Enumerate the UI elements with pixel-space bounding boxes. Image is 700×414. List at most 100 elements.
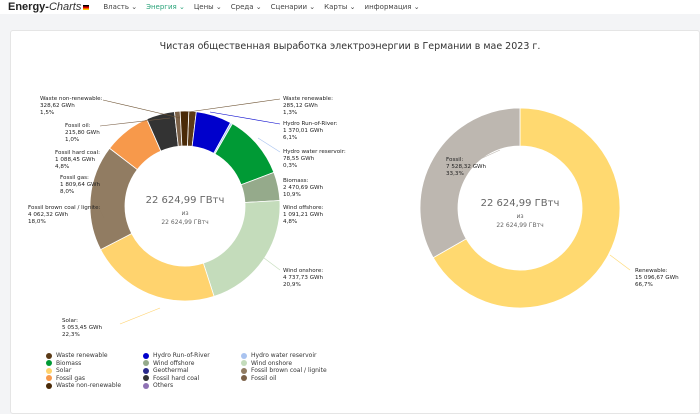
center-of: из — [181, 210, 189, 217]
legend-item[interactable]: Wind onshore — [241, 360, 361, 368]
nav-menu-6[interactable]: информация ⌄ — [364, 3, 420, 11]
leader-line — [99, 209, 105, 219]
legend-dot-icon — [46, 367, 52, 374]
legend-label: Hydro water reservoir — [251, 352, 317, 360]
slice-solar[interactable] — [100, 232, 215, 302]
legend-item[interactable]: Hydro Run-of-River — [143, 352, 241, 360]
legend-label: Wind offshore — [153, 359, 195, 367]
data-label-label: Waste renewable: — [283, 96, 333, 102]
legend-dot-icon — [143, 382, 149, 389]
data-label-label: Waste non-renewable: — [40, 96, 103, 102]
legend-dot-icon — [241, 352, 247, 359]
data-label-label: Hydro Run-of-River: — [283, 121, 338, 127]
center-of: из — [516, 213, 524, 220]
legend-item[interactable]: Fossil brown coal / lignite — [241, 367, 361, 375]
legend-dot-icon — [46, 352, 52, 359]
leader-line — [609, 254, 631, 271]
data-label-value-text: 285,12 GWh — [283, 103, 318, 109]
nav-menu-3[interactable]: Среда ⌄ — [230, 3, 262, 11]
data-label-value-text: 1 370,01 GWh — [283, 128, 324, 134]
legend-item[interactable]: Hydro water reservoir — [241, 352, 361, 360]
data-label-label: Solar: — [62, 318, 79, 324]
legend-item[interactable]: Wind offshore — [143, 360, 241, 368]
legend-label: Hydro Run-of-River — [153, 352, 210, 360]
legend-label: Waste non-renewable — [56, 382, 122, 390]
data-label-pct-text: 66,7% — [635, 282, 653, 288]
legend-dot-icon — [46, 375, 52, 382]
legend-item[interactable]: Waste non-renewable — [46, 382, 143, 390]
data-label: Waste non-renewable: 328,62 GWh 1,5% — [40, 96, 103, 117]
nav-menu-0[interactable]: Власть ⌄ — [103, 3, 138, 11]
legend-item[interactable]: Solar — [46, 367, 143, 375]
leader-line — [477, 149, 501, 161]
data-label-pct-text: 6,1% — [283, 135, 298, 141]
legend-item[interactable]: Biomass — [46, 360, 143, 368]
legend-dot-icon — [241, 360, 247, 367]
chevron-down-icon: ⌄ — [253, 3, 262, 11]
legend-item[interactable]: Fossil oil — [241, 375, 361, 383]
data-label-pct-text: 20,9% — [283, 282, 301, 288]
data-label-label: Wind offshore: — [283, 205, 324, 211]
legend-item[interactable]: Waste renewable — [46, 352, 143, 360]
legend-dot-icon — [143, 360, 149, 367]
data-label: Fossil oil: 215,80 GWh 1,0% — [65, 123, 100, 144]
leader-line — [209, 111, 281, 125]
center-total-2: 22 624,99 ГВтч — [496, 222, 544, 229]
legend-dot-icon — [241, 367, 247, 374]
data-label-value-text: 1 809,64 GWh — [60, 182, 101, 188]
data-label: Hydro Run-of-River: 1 370,01 GWh 6,1% — [283, 121, 338, 142]
slice-renewable[interactable] — [432, 107, 621, 309]
data-label-value-text: 4 062,32 GWh — [28, 212, 69, 218]
data-label-pct-text: 4,8% — [283, 219, 298, 225]
slice-waste-non-renewable[interactable] — [179, 110, 190, 147]
center-total-2: 22 624,99 ГВтч — [161, 219, 209, 226]
legend-item[interactable]: Geothermal — [143, 367, 241, 375]
chart-title: Чистая общественная выработка электроэне… — [159, 41, 541, 52]
data-label-value-text: 5 053,45 GWh — [62, 325, 103, 331]
data-label-pct-text: 18,0% — [28, 219, 46, 225]
chevron-down-icon: ⌄ — [307, 3, 316, 11]
data-label-label: Fossil oil: — [65, 123, 91, 129]
legend-item[interactable]: Fossil hard coal — [143, 375, 241, 383]
nav-menu-5[interactable]: Карты ⌄ — [324, 3, 356, 11]
legend-label: Solar — [56, 367, 72, 375]
data-label: Fossil gas: 1 809,64 GWh 8,0% — [60, 175, 100, 196]
data-label: Wind offshore: 1 091,21 GWh 4,8% — [283, 205, 324, 226]
center-total: 22 624,99 ГВтч — [480, 198, 560, 209]
data-label-value-text: 15 096,67 GWh — [635, 275, 679, 281]
legend-label: Others — [153, 382, 174, 390]
data-label-label: Fossil hard coal: — [55, 150, 101, 156]
data-label-label: Fossil: — [446, 157, 464, 163]
data-label-pct-text: 8,0% — [60, 189, 75, 195]
data-label-value-text: 215,80 GWh — [65, 130, 100, 136]
legend-label: Fossil brown coal / lignite — [251, 367, 327, 375]
data-label-pct-text: 1,0% — [65, 137, 80, 143]
legend-item[interactable]: Fossil gas — [46, 375, 143, 383]
data-label: Fossil brown coal / lignite: 4 062,32 GWh… — [28, 205, 100, 226]
legend-label: Biomass — [56, 359, 82, 367]
logo[interactable]: Energy-Charts — [8, 1, 90, 13]
leader-line — [259, 254, 281, 271]
nav-menu-4[interactable]: Сценарии ⌄ — [270, 3, 316, 11]
leader-line — [99, 117, 171, 127]
german-flag-icon — [83, 5, 90, 10]
legend-label: Waste renewable — [56, 352, 108, 360]
data-label-value-text: 2 470,69 GWh — [283, 185, 324, 191]
nav-menu-2[interactable]: Цены ⌄ — [193, 3, 222, 11]
legend-dot-icon — [143, 367, 149, 374]
legend-dot-icon — [143, 352, 149, 359]
chevron-down-icon: ⌄ — [176, 3, 185, 11]
legend-dot-icon — [241, 375, 247, 382]
data-label-pct-text: 1,5% — [40, 110, 55, 116]
nav-menu-1[interactable]: Энергия ⌄ — [146, 3, 185, 11]
data-label-label: Biomass: — [283, 178, 309, 184]
slice-fossil[interactable] — [419, 107, 521, 259]
right-center-text: 22 624,99 ГВтч из 22 624,99 ГВтч — [470, 198, 570, 229]
legend-dot-icon — [46, 360, 52, 367]
legend-item[interactable]: Others — [143, 382, 241, 390]
data-label-label: Renewable: — [635, 268, 668, 274]
legend-label: Fossil oil — [251, 374, 277, 382]
chevron-down-icon: ⌄ — [213, 3, 222, 11]
data-label-value-text: 1 088,45 GWh — [55, 157, 96, 163]
chevron-down-icon: ⌄ — [129, 3, 138, 11]
